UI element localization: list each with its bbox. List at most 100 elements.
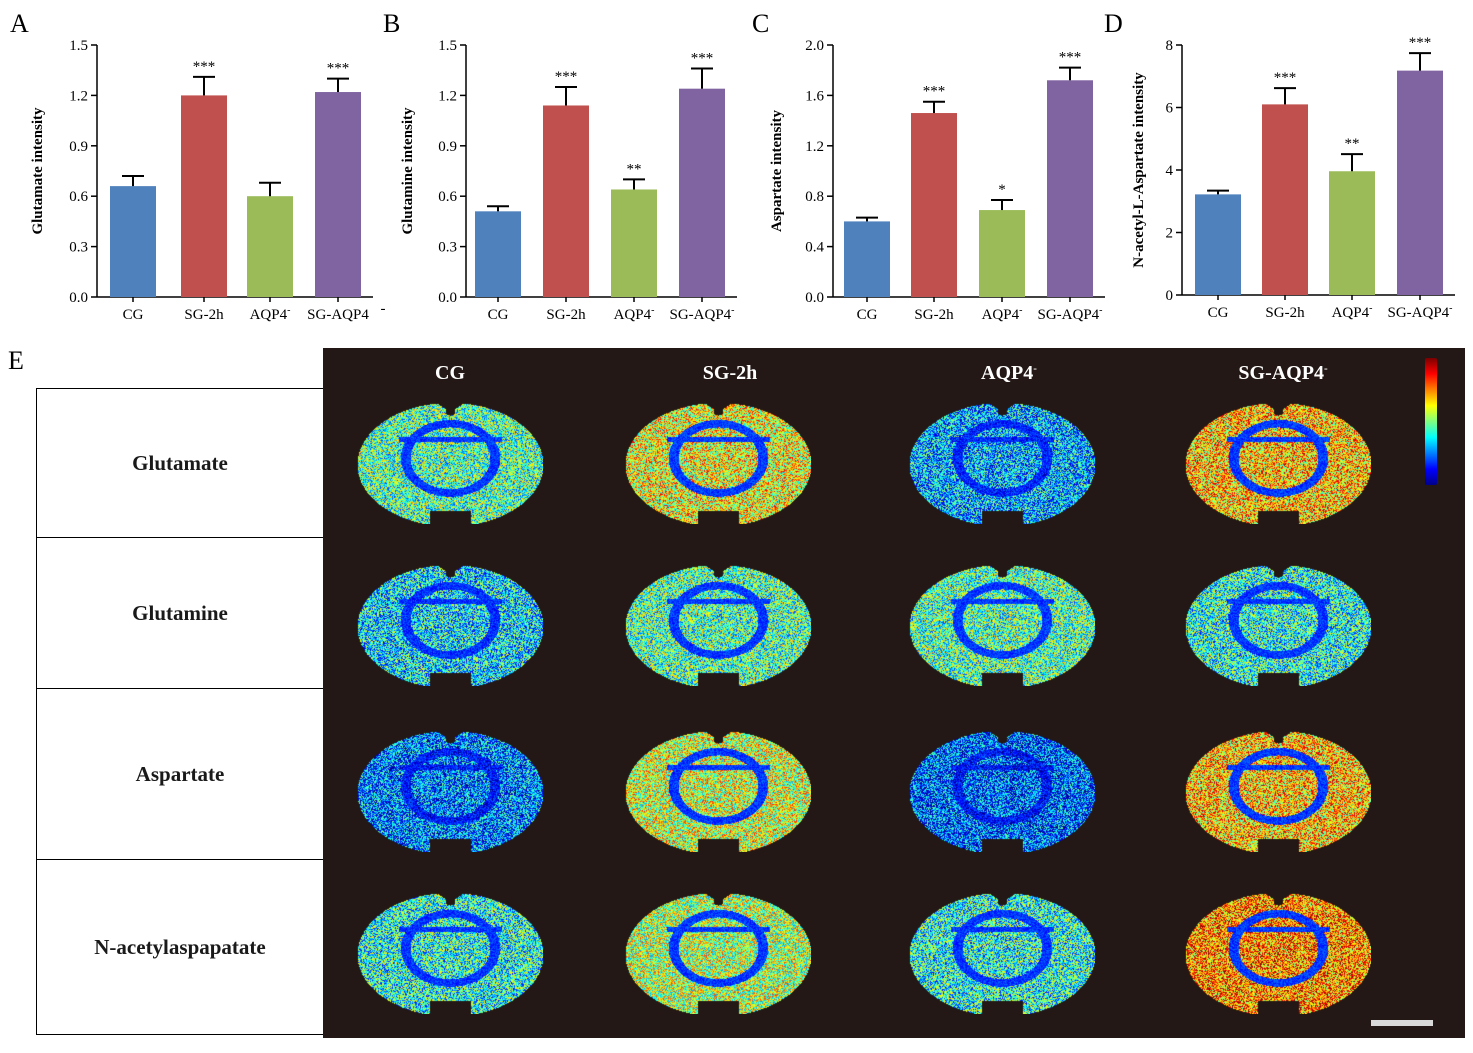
brain-msi-canvas <box>357 560 543 686</box>
significance-mark-b: *** <box>691 51 714 67</box>
row-cell-aspartate: Aspartate <box>36 688 323 860</box>
x-tick-label-d: SG-2h <box>1265 305 1305 321</box>
y-tick-label-a: 1.5 <box>69 38 88 54</box>
bar-c <box>1047 80 1093 297</box>
bar-c <box>911 113 957 297</box>
y-tick-label-a: 1.2 <box>69 88 88 104</box>
brain-msi-canvas <box>1185 888 1371 1014</box>
bar-c <box>844 221 890 297</box>
bar-b <box>611 189 657 297</box>
panel-label-e: E <box>8 346 24 375</box>
bar-d <box>1262 104 1308 295</box>
y-tick-label-c: 0.0 <box>805 290 824 306</box>
y-tick-label-c: 0.4 <box>805 240 824 256</box>
row-cell-glutamate: Glutamate <box>36 388 323 538</box>
msi-image-panel: CG SG-2h AQP4- SG-AQP4- <box>323 348 1465 1038</box>
significance-mark-c: *** <box>923 84 946 100</box>
row-label-aspartate: Aspartate <box>135 761 225 786</box>
y-tick-label-b: 0.9 <box>438 139 457 155</box>
bar-a <box>110 186 156 297</box>
brain-msi-canvas <box>1185 560 1371 686</box>
brain-msi-image <box>625 726 811 852</box>
brain-msi-image <box>1185 888 1371 1014</box>
brain-msi-image <box>625 888 811 1014</box>
x-tick-label-a: CG <box>123 307 144 323</box>
brain-msi-image <box>909 560 1095 686</box>
x-tick-label-c: SG-AQP4- <box>1037 305 1102 323</box>
panel-label-a: A <box>10 9 29 38</box>
brain-msi-canvas <box>909 726 1095 852</box>
x-tick-label-b: SG-2h <box>546 307 586 323</box>
brain-msi-canvas <box>625 726 811 852</box>
brain-msi-canvas <box>625 560 811 686</box>
y-tick-label-d: 2 <box>1166 226 1174 242</box>
panel-label-c: C <box>752 9 769 38</box>
column-header-sg-2h: SG-2h <box>702 362 758 384</box>
bar-d <box>1195 194 1241 295</box>
y-tick-label-b: 1.2 <box>438 88 457 104</box>
y-tick-label-c: 1.6 <box>805 88 824 104</box>
brain-msi-image <box>357 398 543 524</box>
row-label-glutamate: Glutamate <box>132 450 228 475</box>
y-tick-label-d: 4 <box>1166 163 1174 179</box>
x-tick-label-d: AQP4- <box>1332 303 1373 321</box>
y-tick-label-d: 8 <box>1166 38 1174 54</box>
bar-a <box>247 196 293 297</box>
y-tick-label-d: 6 <box>1166 101 1174 117</box>
y-tick-label-d: 0 <box>1166 288 1174 304</box>
brain-msi-image <box>1185 726 1371 852</box>
significance-mark-a: *** <box>327 61 350 77</box>
y-tick-label-a: 0.3 <box>69 240 88 256</box>
y-tick-label-a: 0.9 <box>69 139 88 155</box>
y-tick-label-b: 0.6 <box>438 189 457 205</box>
significance-mark-b: ** <box>627 161 642 177</box>
column-header-aqp4: AQP4- <box>981 362 1037 384</box>
x-tick-label-d: SG-AQP4- <box>1387 303 1452 321</box>
scale-bar <box>1371 1020 1433 1026</box>
row-cell-n-acetylaspartate: N-acetylaspapatate <box>36 859 323 1035</box>
brain-msi-image <box>909 398 1095 524</box>
y-tick-label-a: 0.0 <box>69 290 88 306</box>
bar-b <box>679 88 725 298</box>
bar-b <box>475 211 521 297</box>
column-header-cg: CG <box>435 362 465 384</box>
panel-label-d: D <box>1104 9 1123 38</box>
x-tick-label-c: CG <box>857 307 878 323</box>
brain-msi-canvas <box>357 726 543 852</box>
x-tick-label-a: SG-2h <box>184 307 224 323</box>
x-tick-label-b: CG <box>488 307 509 323</box>
y-tick-label-c: 2.0 <box>805 38 824 54</box>
column-header-sg-aqp4: SG-AQP4- <box>1238 362 1328 384</box>
brain-msi-canvas <box>357 888 543 1014</box>
brain-msi-image <box>1185 560 1371 686</box>
brain-msi-canvas <box>625 888 811 1014</box>
y-tick-label-b: 0.0 <box>438 290 457 306</box>
x-tick-label-c: AQP4- <box>982 305 1023 323</box>
metabolite-row-labels: Glutamate Glutamine Aspartate N-acetylas… <box>36 388 324 1038</box>
significance-mark-a: *** <box>193 59 216 75</box>
y-axis-label-d: N-acetyl-L-Aspartate intensity <box>1131 72 1147 268</box>
row-label-n-acetylaspartate: N-acetylaspapatate <box>94 934 266 959</box>
significance-mark-b: *** <box>555 69 578 85</box>
brain-msi-canvas <box>909 560 1095 686</box>
brain-msi-image <box>625 560 811 686</box>
x-tick-label-a: AQP4- <box>250 305 291 323</box>
bar-b <box>543 105 589 297</box>
brain-msi-canvas <box>1185 726 1371 852</box>
brain-msi-image <box>357 726 543 852</box>
brain-msi-image <box>357 560 543 686</box>
bar-d <box>1397 70 1443 295</box>
x-tick-label-a: SG-AQP4 <box>307 307 369 323</box>
brain-msi-canvas <box>357 398 543 524</box>
y-tick-label-c: 0.8 <box>805 189 824 205</box>
y-tick-label-c: 1.2 <box>805 139 824 155</box>
bar-d <box>1329 171 1375 295</box>
row-label-glutamine: Glutamine <box>132 600 228 625</box>
stray-mark-a: - <box>381 301 386 317</box>
brain-msi-image <box>909 726 1095 852</box>
brain-msi-canvas <box>625 398 811 524</box>
brain-msi-image <box>357 888 543 1014</box>
row-cell-glutamine: Glutamine <box>36 537 323 689</box>
brain-msi-image <box>625 398 811 524</box>
